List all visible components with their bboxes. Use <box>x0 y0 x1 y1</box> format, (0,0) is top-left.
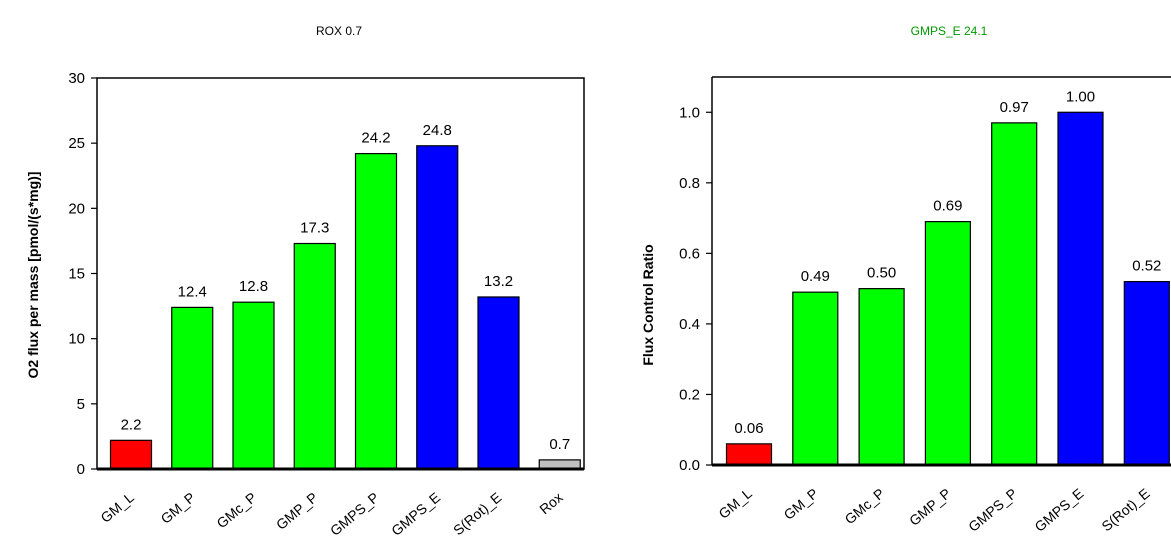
left-y-tick-label-5: 25 <box>68 135 85 152</box>
right-y-tick-label-4: 0.8 <box>679 175 700 192</box>
right-bar-4 <box>991 122 1038 466</box>
right-data-label-1: 0.49 <box>801 268 830 285</box>
left-chart-bars <box>109 145 581 470</box>
right-bar-1 <box>792 291 839 466</box>
right-data-label-0: 0.06 <box>734 420 763 437</box>
right-y-tick-label-2: 0.4 <box>679 316 700 333</box>
left-y-tick-label-4: 20 <box>68 200 85 217</box>
right-bar-2 <box>858 288 905 466</box>
right-chart: GMPS_E 24.1 Flux Control Ratio 0.0 0.2 0.4… <box>640 24 1171 535</box>
left-bar-2 <box>232 301 275 470</box>
left-data-label-6: 13.2 <box>484 273 513 290</box>
right-category-label-0: GM_L <box>715 485 755 522</box>
left-bar-1 <box>171 306 214 470</box>
left-data-label-0: 2.2 <box>121 416 142 433</box>
left-chart: ROX 0.7 O2 flux per mass [pmol/(s*mg)] 0… <box>25 24 585 539</box>
right-data-label-5: 1.00 <box>1066 88 1095 105</box>
right-category-label-6: S(Rot)_E <box>1098 485 1152 534</box>
right-y-tick-label-0: 0.0 <box>679 457 700 474</box>
left-category-label-6: S(Rot)_E <box>450 489 504 538</box>
right-y-tick-label-1: 0.2 <box>679 386 700 403</box>
left-bar-4 <box>354 152 398 470</box>
right-chart-axes: 0.0 0.2 0.4 0.6 0.8 1.0 <box>679 76 1171 474</box>
left-data-label-5: 24.8 <box>423 122 452 139</box>
left-category-label-5: GMPS_E <box>388 489 443 539</box>
left-category-label-2: GMc_P <box>213 489 259 531</box>
right-category-label-4: GMPS_P <box>965 485 1020 535</box>
right-y-tick-label-3: 0.6 <box>679 245 700 262</box>
right-category-label-1: GM_P <box>781 485 822 523</box>
right-data-label-2: 0.50 <box>867 265 896 282</box>
left-y-tick-label-2: 10 <box>68 331 85 348</box>
left-data-label-7: 0.7 <box>549 436 570 453</box>
left-bar-6 <box>477 296 520 470</box>
right-bar-0 <box>725 443 773 466</box>
left-data-label-4: 24.2 <box>361 130 390 147</box>
left-data-label-1: 12.4 <box>178 283 207 300</box>
right-bar-6 <box>1123 280 1170 466</box>
left-y-tick-label-1: 5 <box>77 396 85 413</box>
right-data-label-6: 0.52 <box>1132 258 1161 275</box>
right-y-tick-label-5: 1.0 <box>679 104 700 121</box>
right-data-label-3: 0.69 <box>933 198 962 215</box>
right-chart-bars <box>725 111 1170 466</box>
left-y-tick-label-3: 15 <box>68 266 85 283</box>
left-category-label-3: GMP_P <box>273 489 321 533</box>
right-chart-title: GMPS_E 24.1 <box>911 24 988 38</box>
right-data-label-4: 0.97 <box>1000 99 1029 116</box>
left-category-label-1: GM_P <box>157 489 198 527</box>
left-y-tick-label-6: 30 <box>68 70 85 87</box>
left-bar-5 <box>416 145 459 470</box>
left-category-label-0: GM_L <box>97 489 137 526</box>
right-bar-5 <box>1057 111 1104 466</box>
left-y-tick-label-0: 0 <box>77 461 85 478</box>
left-chart-title: ROX 0.7 <box>316 24 362 38</box>
left-data-label-3: 17.3 <box>300 220 329 237</box>
right-chart-y-axis-title: Flux Control Ratio <box>640 244 656 365</box>
left-category-label-4: GMPS_P <box>327 489 382 539</box>
left-bar-0 <box>109 439 153 470</box>
left-chart-axes: 0 5 10 15 20 25 30 <box>68 70 585 478</box>
right-bar-3 <box>924 221 972 466</box>
right-category-label-2: GMc_P <box>841 485 887 527</box>
left-bar-3 <box>293 242 336 470</box>
right-category-label-3: GMP_P <box>906 485 954 529</box>
left-data-label-2: 12.8 <box>239 278 268 295</box>
left-chart-y-axis-title: O2 flux per mass [pmol/(s*mg)] <box>25 172 41 379</box>
right-category-label-5: GMPS_E <box>1031 485 1086 535</box>
left-category-label-7: Rox <box>536 489 565 517</box>
